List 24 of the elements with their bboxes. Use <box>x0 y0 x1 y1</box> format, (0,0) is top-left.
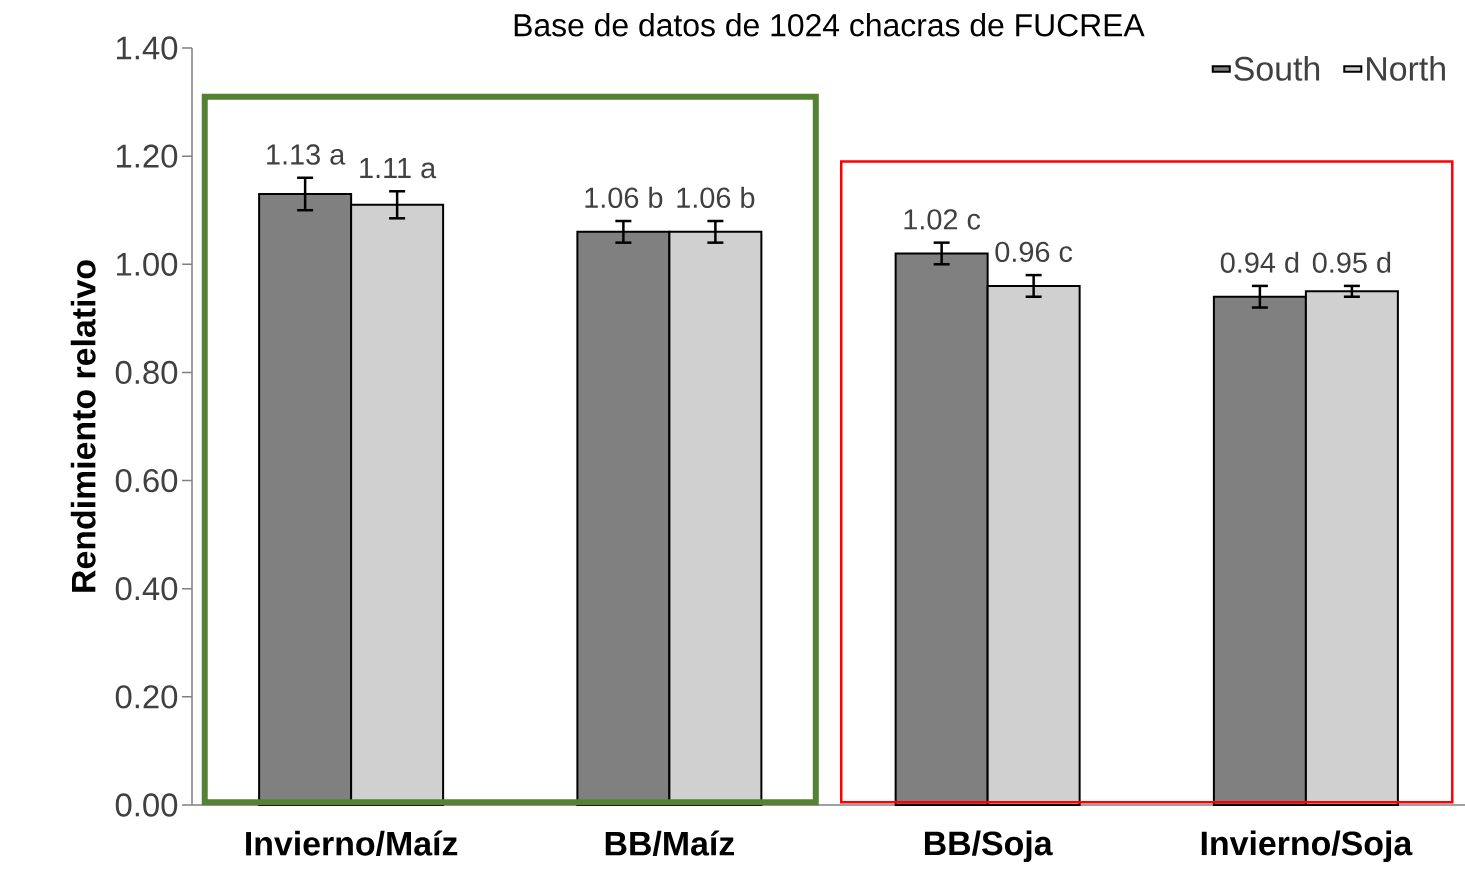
x-tick-label: Invierno/Maíz <box>246 830 458 857</box>
legend-label: North <box>1367 55 1445 81</box>
data-label: 1.06 b <box>677 186 755 209</box>
y-tick-label: 1.00 <box>116 252 178 276</box>
y-tick-label: 0.00 <box>115 793 178 817</box>
x-tick-label: BB/Soja <box>924 830 1053 863</box>
y-tick-label: 0.20 <box>115 685 178 709</box>
x-tick-label: Invierno/Soja <box>1201 830 1413 863</box>
data-label: 1.13 a <box>267 144 346 165</box>
y-axis-title: Rendimiento relativo <box>70 260 96 592</box>
y-tick-label: 1.20 <box>116 144 178 168</box>
y-tick-label: 0.80 <box>115 360 178 385</box>
data-label: 0.96 c <box>995 241 1073 263</box>
chart-title: Base de datos de 1024 chacras de FUCREA <box>514 13 1145 37</box>
data-label: 0.95 d <box>1312 251 1391 273</box>
y-tick-label: 1.40 <box>116 36 178 60</box>
legend-label: South <box>1234 55 1320 81</box>
y-tick-label: 0.60 <box>115 468 178 493</box>
data-label: 1.06 b <box>585 186 663 209</box>
y-tick-label: 0.40 <box>115 577 178 601</box>
data-label: 0.94 d <box>1220 251 1299 273</box>
data-label: 1.02 c <box>904 209 981 230</box>
data-label: 1.11 a <box>360 158 437 179</box>
x-tick-label: BB/Maíz <box>605 830 735 857</box>
